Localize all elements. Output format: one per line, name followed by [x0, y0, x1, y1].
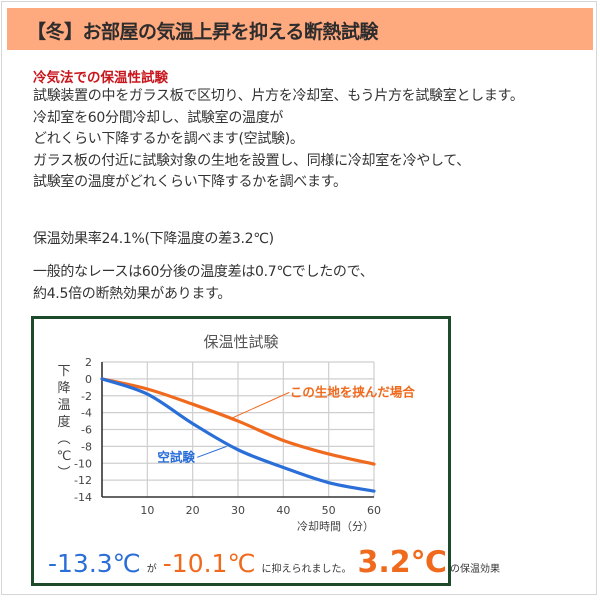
description-line: 試験室の温度がどれくらい下降するかを調べます。 — [33, 174, 347, 190]
x-tick-label: 50 — [322, 504, 336, 517]
summary-suppressed-text: に抑えられました。 — [261, 564, 352, 575]
description-line: 試験装置の中をガラス板で区切り、片方を冷却室、もう片方を試験室とします。 — [33, 88, 524, 104]
result-line: 保温効果率24.1%(下降温度の差3.2℃) — [33, 231, 274, 247]
x-tick-label: 40 — [276, 504, 290, 517]
y-tick-label: -6 — [81, 424, 92, 437]
description: 試験装置の中をガラス板で区切り、片方を冷却室、もう片方を試験室とします。 冷却室… — [33, 86, 524, 194]
fabric-series-annotation: この生地を挟んだ場合 — [290, 384, 416, 399]
effect-label: の保温効果 — [450, 564, 501, 575]
y-axis-label-char: ℃ — [56, 449, 72, 464]
effect-value: 3.2℃ — [357, 545, 448, 580]
fabric-annotation-leader — [231, 391, 290, 419]
y-tick-label: -8 — [81, 440, 92, 453]
y-tick-label: -2 — [81, 390, 92, 403]
description-line: ガラス板の付近に試験対象の生地を設置し、同様に冷却室を冷やして、 — [33, 152, 470, 169]
summary-particle: が — [146, 564, 157, 575]
y-axis-label-char: 度 — [57, 415, 71, 430]
description-line: 冷却室を60分間冷却し、試験室の温度が — [33, 109, 284, 126]
y-axis-label: 下降温度 ︵ ℃ ︶ — [56, 363, 72, 482]
chart-panel: 保温性試験 下降温度 ︵ ℃ ︶ 2 0 -2 -4 -6 -8 -10 -12 -14 10 20 30 4… — [31, 316, 500, 586]
page-title: 【冬】お部屋の気温上昇を抑える断熱試験 — [27, 21, 378, 43]
fabric-test-value: -10.1℃ — [162, 549, 256, 578]
y-tick-label: -4 — [81, 407, 92, 420]
y-tick-label: -12 — [74, 474, 92, 487]
fabric-series-line — [100, 377, 376, 466]
y-tick-label: 0 — [85, 373, 92, 386]
section-heading: 冷気法での保温性試験 — [33, 70, 168, 86]
x-tick-label: 30 — [231, 504, 245, 517]
comparison-line: 一般的なレースは60分後の温度差は0.7℃でしたので、 — [33, 264, 374, 280]
y-axis-label-char: 温 — [57, 398, 71, 413]
y-axis-label-char: ︶ — [57, 466, 71, 481]
chart-title: 保温性試験 — [203, 333, 279, 351]
y-axis-label-char: ︵ — [57, 432, 71, 447]
x-tick-label: 60 — [367, 504, 381, 517]
blank-test-value: -13.3℃ — [48, 549, 141, 578]
y-tick-label: -14 — [74, 491, 92, 504]
title-banner: 【冬】お部屋の気温上昇を抑える断熱試験 — [7, 8, 593, 50]
x-tick-label: 10 — [140, 504, 154, 517]
y-tick-label: -10 — [74, 457, 92, 470]
blank-series-annotation: 空試験 — [157, 449, 195, 464]
x-tick-label: 20 — [186, 504, 200, 517]
x-axis-label: 冷却時間（分） — [297, 520, 374, 533]
description-line: どれくらい下降するかを調べます(空試験)。 — [33, 131, 304, 147]
comparison-line: 約4.5倍の断熱効果があります。 — [33, 285, 232, 302]
comparison: 一般的なレースは60分後の温度差は0.7℃でしたので、 約4.5倍の断熱効果があ… — [33, 262, 374, 305]
y-axis-label-char: 下 — [57, 364, 71, 379]
y-tick-label: 2 — [85, 356, 92, 369]
summary-line: -13.3℃ が -10.1℃ に抑えられました。 3.2℃ の保温効果 — [48, 545, 506, 580]
y-axis-label-char: 降 — [57, 381, 71, 396]
blank-series-line — [100, 377, 376, 493]
blank-annotation-leader — [197, 445, 227, 458]
